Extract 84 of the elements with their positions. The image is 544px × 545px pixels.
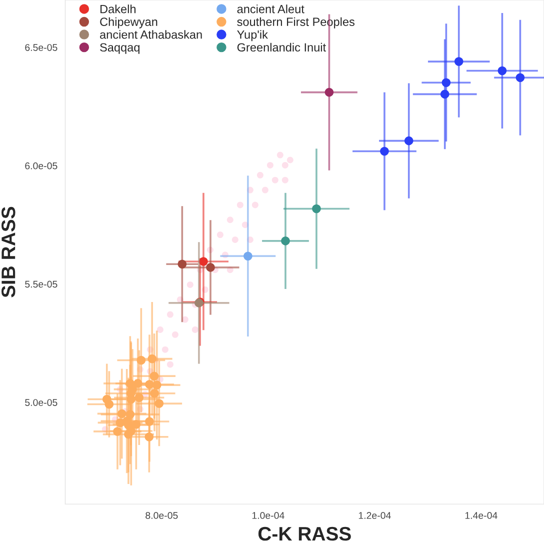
point	[116, 386, 124, 393]
point	[252, 202, 258, 208]
point	[246, 186, 254, 194]
x-axis-title: C-K RASS	[258, 526, 351, 541]
point	[124, 430, 133, 439]
point	[232, 236, 238, 244]
point	[222, 252, 228, 258]
point	[132, 420, 141, 429]
point	[282, 176, 288, 184]
point	[244, 252, 252, 260]
point	[145, 380, 154, 389]
point	[136, 406, 144, 412]
point	[136, 366, 144, 373]
point	[236, 202, 244, 208]
point	[286, 156, 294, 164]
point	[312, 204, 321, 214]
point	[380, 146, 389, 156]
point	[126, 410, 135, 419]
point	[154, 399, 164, 408]
point	[192, 326, 198, 333]
point	[242, 222, 248, 228]
point	[272, 176, 278, 184]
point	[202, 286, 208, 293]
point	[152, 380, 162, 390]
point	[226, 266, 234, 274]
point	[172, 331, 178, 338]
legend-label: ancient Athabaskan	[100, 30, 202, 39]
legend-label: Yup'ik	[237, 30, 268, 42]
x-tick-label: 1.4e-04	[465, 512, 498, 519]
point	[166, 311, 174, 318]
point	[206, 263, 215, 272]
point	[150, 388, 159, 398]
point	[206, 246, 214, 254]
point	[498, 66, 507, 76]
point	[276, 152, 284, 158]
point	[166, 361, 174, 368]
legend-label: Chipewyan	[100, 17, 158, 28]
point	[256, 172, 264, 178]
legend-label: Dakelh	[100, 4, 136, 14]
point	[176, 296, 184, 303]
point	[162, 346, 168, 353]
point	[102, 426, 108, 433]
point	[142, 391, 148, 398]
point	[148, 354, 156, 364]
point	[117, 409, 126, 418]
x-tick-label: 1.2e-04	[358, 512, 391, 519]
y-tick-label: 6.5e-05	[25, 44, 58, 51]
point	[186, 281, 194, 288]
point	[196, 266, 204, 274]
point	[134, 393, 144, 402]
point	[454, 57, 464, 66]
x-tick-label: 8.0e-05	[146, 512, 178, 519]
point	[262, 186, 268, 194]
point	[266, 162, 274, 168]
point	[226, 216, 234, 224]
point	[150, 372, 159, 380]
y-axis-title: SIB RASS	[2, 206, 16, 298]
y-tick-label: 6.0e-05	[25, 162, 58, 170]
point	[216, 232, 224, 238]
point	[199, 257, 208, 266]
point	[440, 90, 450, 99]
legend-label: Greenlandic Inuit	[237, 42, 326, 52]
point	[182, 316, 188, 323]
legend-label: Saqqaq	[100, 43, 140, 54]
point	[281, 236, 290, 246]
y-tick-label: 5.0e-05	[25, 399, 58, 406]
point	[516, 73, 525, 82]
point	[324, 88, 334, 97]
point	[156, 326, 164, 333]
legend-label: ancient Aleut	[237, 4, 304, 14]
point	[144, 432, 154, 442]
point	[133, 379, 142, 388]
x-tick-label: 1.0e-04	[252, 512, 284, 519]
point	[145, 417, 154, 426]
y-tick-label: 5.5e-05	[25, 280, 58, 288]
point	[146, 346, 154, 353]
point	[442, 78, 451, 87]
point	[282, 162, 288, 168]
point	[113, 427, 122, 436]
point	[104, 400, 114, 409]
point	[178, 260, 187, 269]
point	[404, 136, 414, 146]
point	[246, 236, 254, 244]
point	[136, 356, 146, 365]
